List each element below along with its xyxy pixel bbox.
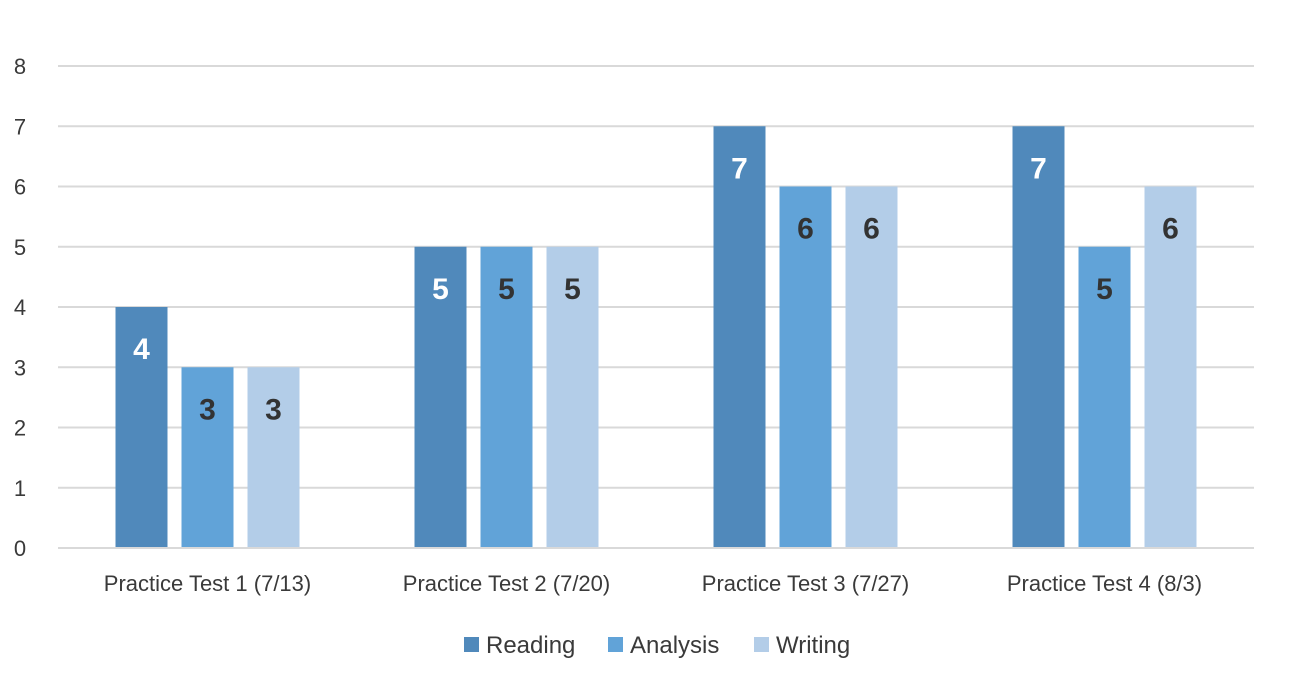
bar-analysis [1078,246,1131,548]
bar-writing [1144,186,1197,548]
data-label: 7 [731,152,748,185]
y-tick-label: 6 [14,175,26,200]
data-label: 3 [265,393,282,426]
gridlines [58,65,1254,549]
x-category-label: Practice Test 1 (7/13) [104,571,311,596]
y-tick-label: 1 [14,476,26,501]
x-category-label: Practice Test 3 (7/27) [702,571,909,596]
bar-analysis [480,246,533,548]
data-label: 5 [564,273,581,306]
legend: Reading Analysis Writing [464,632,850,659]
bar-analysis [181,367,234,548]
y-tick-label: 3 [14,355,26,380]
legend-label-analysis: Analysis [630,632,719,659]
bar-writing [546,246,599,548]
x-category-label: Practice Test 4 (8/3) [1007,571,1202,596]
legend-swatch-analysis [608,637,623,652]
data-label: 4 [133,333,150,366]
legend-swatch-reading [464,637,479,652]
data-label: 3 [199,393,216,426]
data-label: 7 [1030,152,1047,185]
y-tick-label: 5 [14,235,26,260]
bar-reading [414,246,467,548]
y-tick-label: 4 [14,295,26,320]
bar-reading [1012,126,1065,548]
legend-label-writing: Writing [776,632,850,659]
x-category-label: Practice Test 2 (7/20) [403,571,610,596]
y-tick-label: 8 [14,54,26,79]
data-label: 6 [1162,213,1179,246]
data-label: 5 [498,273,515,306]
bar-reading [713,126,766,548]
bar-reading [115,307,168,548]
y-tick-label: 7 [14,114,26,139]
x-axis: Practice Test 1 (7/13) Practice Test 2 (7… [58,547,1254,596]
data-label: 5 [1096,273,1113,306]
bar-writing [247,367,300,548]
legend-label-reading: Reading [486,632,575,659]
bar-writing [845,186,898,548]
y-axis: 0 1 2 3 4 5 6 7 8 [14,54,26,561]
y-tick-label: 0 [14,536,26,561]
data-label: 5 [432,273,449,306]
legend-swatch-writing [754,637,769,652]
data-label: 6 [797,213,814,246]
y-tick-label: 2 [14,416,26,441]
bars: 4 3 3 5 5 5 7 6 6 7 5 6 [115,126,1197,548]
bar-analysis [779,186,832,548]
data-label: 6 [863,213,880,246]
